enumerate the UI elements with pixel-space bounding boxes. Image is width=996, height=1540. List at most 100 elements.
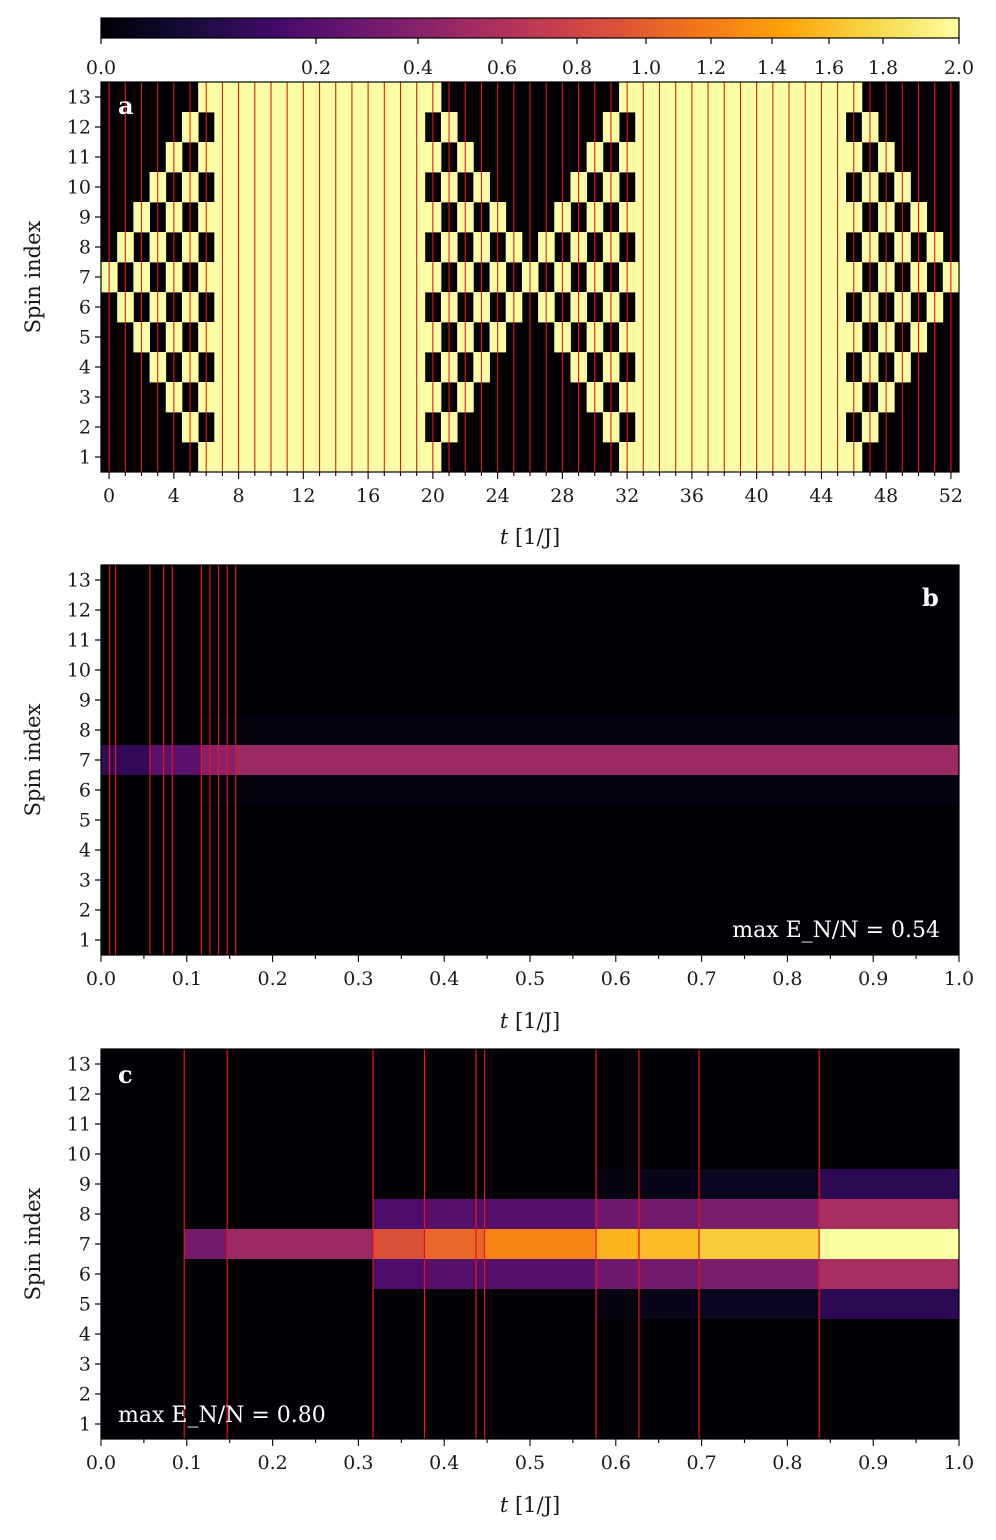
colorbar-tick-label: 2.0 <box>944 57 974 79</box>
y-tick-label: 10 <box>67 1144 91 1166</box>
heatmap-cell <box>819 1199 960 1229</box>
x-tick-label: 40 <box>745 485 769 507</box>
x-tick-label: 0.0 <box>86 968 116 990</box>
heatmap-cell <box>699 1289 820 1319</box>
heatmap-cell <box>638 1199 700 1229</box>
y-tick-label: 13 <box>67 1054 91 1076</box>
y-tick-label: 1 <box>79 930 91 952</box>
panel-b-x-ticks: 0.0 0.1 0.2 0.3 0.4 0.5 0.6 0.7 0.8 0.9 1.0 <box>86 955 974 990</box>
y-tick-label: 8 <box>79 720 91 742</box>
x-tick-label: 0.0 <box>86 1452 116 1474</box>
panel-b-x-axis-label: t [1/J] <box>500 1009 560 1033</box>
y-tick-label: 11 <box>67 630 91 652</box>
x-tick-label: 1.0 <box>944 1452 974 1474</box>
y-tick-label: 5 <box>79 810 91 832</box>
x-tick-label: 4 <box>168 485 180 507</box>
y-tick-label: 7 <box>79 1234 91 1256</box>
panel-a-x-axis-label-var: t <box>500 525 509 549</box>
y-tick-label: 3 <box>79 1354 91 1376</box>
heatmap-cell <box>484 1229 597 1259</box>
y-tick-label: 12 <box>67 1084 91 1106</box>
x-tick-label: 0.5 <box>515 968 545 990</box>
heatmap-cell <box>372 1199 425 1229</box>
colorbar-tick-label: 1.0 <box>631 57 661 79</box>
panel-c-annotation: max E_N/N = 0.80 <box>118 1403 326 1428</box>
heatmap-cell <box>819 1289 960 1319</box>
colorbar-ticks: 0.0 0.2 0.4 0.6 0.8 1.0 1.2 1.4 1.6 1.8 2.0 <box>86 38 974 79</box>
x-tick-label: 32 <box>615 485 639 507</box>
heatmap-cell <box>235 745 960 775</box>
colorbar: 0.0 0.2 0.4 0.6 0.8 1.0 1.2 1.4 1.6 1.8 2.0 <box>86 17 974 79</box>
x-tick-label: 0.1 <box>172 968 202 990</box>
panel-c-x-ticks: 0.0 0.1 0.2 0.3 0.4 0.5 0.6 0.7 0.8 0.9 1.0 <box>86 1439 974 1474</box>
y-tick-label: 2 <box>79 900 91 922</box>
x-tick-label: 0.3 <box>343 968 373 990</box>
panel-b-x-axis-label-unit: [1/J] <box>508 1009 560 1033</box>
x-tick-label: 1.0 <box>944 968 974 990</box>
x-tick-label: 28 <box>550 485 574 507</box>
y-tick-label: 7 <box>79 750 91 772</box>
panel-b-x-axis-label-var: t <box>500 1009 509 1033</box>
x-tick-label: 0.4 <box>429 968 459 990</box>
heatmap-cell <box>596 1259 640 1289</box>
y-tick-label: 5 <box>79 327 91 349</box>
heatmap-cell <box>484 1259 597 1289</box>
heatmap-cell <box>596 1169 640 1199</box>
x-tick-label: 52 <box>939 485 963 507</box>
y-tick-label: 5 <box>79 1294 91 1316</box>
heatmap-cell <box>699 1199 820 1229</box>
panel-b-vertical-lines <box>108 565 237 955</box>
x-tick-label: 8 <box>233 485 245 507</box>
panel-b-y-axis-label: Spin index <box>21 703 45 816</box>
heatmap-cell <box>372 1259 425 1289</box>
heatmap-cell <box>484 1199 597 1229</box>
y-tick-label: 2 <box>79 417 91 439</box>
heatmap-cell <box>596 1289 640 1319</box>
colorbar-tick-label: 0.8 <box>562 57 592 79</box>
heatmap-cell <box>596 1199 640 1229</box>
heatmap-cell <box>372 1229 425 1259</box>
x-tick-label: 0.5 <box>515 1452 545 1474</box>
x-tick-label: 44 <box>809 485 833 507</box>
panel-c-x-axis-label-unit: [1/J] <box>508 1493 560 1517</box>
x-tick-label: 0.9 <box>858 1452 888 1474</box>
y-tick-label: 3 <box>79 387 91 409</box>
y-tick-label: 8 <box>79 1204 91 1226</box>
heatmap-cell <box>424 1259 486 1289</box>
y-tick-label: 10 <box>67 660 91 682</box>
heatmap-cell <box>699 1229 820 1259</box>
x-tick-label: 12 <box>291 485 315 507</box>
colorbar-tick-label: 1.6 <box>814 57 844 79</box>
colorbar-tick-label: 0.6 <box>487 57 517 79</box>
x-tick-label: 16 <box>356 485 380 507</box>
y-tick-label: 9 <box>79 207 91 229</box>
heatmap-cell <box>638 1259 700 1289</box>
y-tick-label: 6 <box>79 780 91 802</box>
heatmap-cell <box>184 1229 228 1259</box>
colorbar-tick-label: 1.8 <box>868 57 898 79</box>
colorbar-tick-label: 0.4 <box>403 57 433 79</box>
panel-c-x-axis-label: t [1/J] <box>500 1493 560 1517</box>
heatmap-cell <box>235 715 960 745</box>
heatmap-cell <box>596 1229 640 1259</box>
colorbar-tick-label: 0.0 <box>86 57 116 79</box>
x-tick-label: 0.9 <box>858 968 888 990</box>
x-tick-label: 0.1 <box>172 1452 202 1474</box>
y-tick-label: 3 <box>79 870 91 892</box>
panel-a-letter: a <box>118 91 134 120</box>
y-tick-label: 13 <box>67 570 91 592</box>
panel-b-heatmap <box>101 565 960 955</box>
heatmap-cell <box>819 1169 960 1199</box>
y-tick-label: 4 <box>79 357 91 379</box>
x-tick-label: 24 <box>486 485 510 507</box>
colorbar-tick-label: 0.2 <box>301 57 331 79</box>
y-tick-label: 6 <box>79 1264 91 1286</box>
x-tick-label: 0.2 <box>257 968 287 990</box>
panel-a-y-axis-label: Spin index <box>21 220 45 333</box>
heatmap-cell <box>638 1289 700 1319</box>
panel-a-vertical-lines <box>108 82 952 472</box>
colorbar-tick-label: 1.2 <box>696 57 726 79</box>
